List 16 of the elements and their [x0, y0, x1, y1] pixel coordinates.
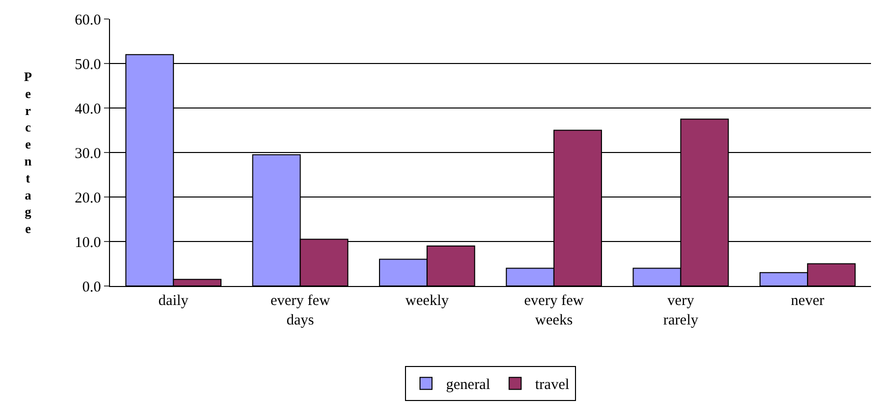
y-tick-label: 20.0 — [74, 190, 101, 206]
x-tick-label: every few days — [270, 293, 330, 328]
text: Percentage — [24, 69, 32, 236]
x-tick-label: never — [790, 293, 824, 309]
x-tick-label: very rarely — [663, 293, 699, 328]
y-tick-label: 60.0 — [74, 12, 101, 28]
y-tick-label: 10.0 — [74, 234, 101, 251]
y-tick-label: 30.0 — [74, 146, 101, 162]
x-tick-label: weekly — [405, 293, 450, 309]
y-tick-label: 0.0 — [82, 279, 101, 296]
x-tick-label: daily — [158, 293, 189, 309]
y-tick-label: 40.0 — [74, 101, 101, 118]
legend-label: general — [446, 377, 490, 394]
legend-label: travel — [535, 377, 570, 394]
y-tick-label: 50.0 — [74, 56, 101, 73]
x-tick-label: every few weeks — [524, 293, 584, 328]
